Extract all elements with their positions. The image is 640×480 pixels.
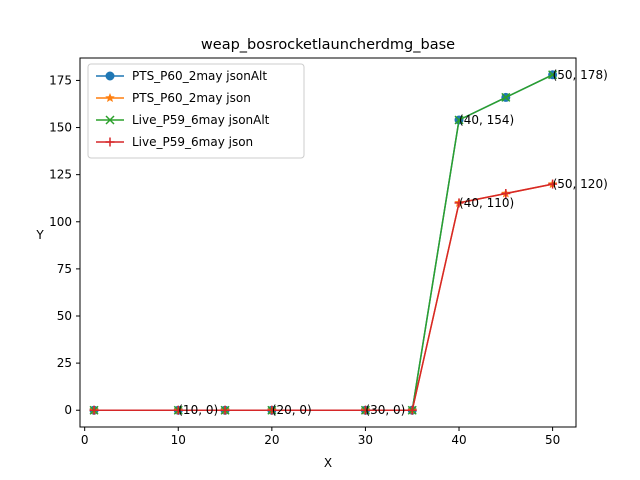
- data-label: (30, 0): [365, 403, 405, 417]
- legend-item: Live_P59_6may jsonAlt: [96, 113, 270, 127]
- data-point: [501, 92, 511, 102]
- plot-frame: [79, 57, 577, 428]
- y-tick-label: 25: [57, 356, 72, 370]
- annotation-layer: (10, 0) (20, 0) (30, 0) (40, 154) (50, 178) (…: [178, 68, 608, 417]
- x-tick-label: 0: [81, 433, 89, 447]
- legend-marker: [105, 71, 115, 81]
- legend: PTS_P60_2may jsonAlt PTS_P60_2may json Liv…: [87, 63, 305, 159]
- marker-stroke: [454, 115, 464, 125]
- series-4: [89, 179, 558, 415]
- series-line: [94, 183, 553, 411]
- y-tick-label: 175: [49, 73, 72, 87]
- chart-title: weap_bosrocketlauncherdmg_base: [201, 37, 455, 53]
- marker-stroke: [501, 92, 511, 102]
- legend-label: Live_P59_6may json: [132, 135, 253, 149]
- x-axis-label: X: [324, 456, 332, 470]
- x-axis-ticks: 0 10 20 30 40 50: [81, 427, 560, 447]
- series-line: [94, 183, 553, 411]
- data-point: [267, 405, 277, 415]
- data-point: [454, 115, 464, 125]
- y-tick-label: 0: [64, 403, 72, 417]
- data-point: [454, 198, 464, 208]
- data-label: (10, 0): [178, 403, 218, 417]
- legend-label: PTS_P60_2may jsonAlt: [132, 69, 267, 83]
- y-tick-label: 125: [49, 168, 72, 182]
- data-point: [548, 179, 558, 189]
- data-label: (20, 0): [272, 403, 312, 417]
- y-tick-label: 150: [49, 121, 72, 135]
- y-tick-label: 100: [49, 215, 72, 229]
- marker-stroke: [105, 115, 115, 125]
- data-label: (40, 154): [459, 113, 514, 127]
- legend-marker: [105, 137, 115, 147]
- data-point: [501, 189, 511, 199]
- data-label: (50, 178): [553, 68, 608, 82]
- x-tick-label: 10: [171, 433, 186, 447]
- data-point: [220, 405, 230, 415]
- legend-label: PTS_P60_2may json: [132, 91, 251, 105]
- x-tick-label: 20: [264, 433, 279, 447]
- data-point: [89, 405, 99, 415]
- x-tick-label: 50: [545, 433, 560, 447]
- data-point: [173, 405, 183, 415]
- legend-marker: [105, 92, 115, 103]
- marker-stroke: [548, 70, 558, 80]
- x-tick-label: 40: [451, 433, 466, 447]
- data-label: (50, 120): [553, 177, 608, 191]
- y-axis-ticks: 0 25 50 75 100 125 150 175: [49, 73, 80, 417]
- data-point: [548, 70, 558, 80]
- legend-marker: [105, 115, 115, 125]
- series-layer: [89, 70, 558, 415]
- data-point: [407, 405, 417, 415]
- legend-box: [87, 63, 305, 159]
- y-tick-label: 75: [57, 262, 72, 276]
- series-2: [89, 178, 558, 415]
- legend-item: Live_P59_6may json: [96, 135, 253, 149]
- x-tick-label: 30: [358, 433, 373, 447]
- legend-item: PTS_P60_2may json: [96, 91, 251, 105]
- y-tick-label: 50: [57, 309, 72, 323]
- y-axis-label: Y: [35, 228, 44, 242]
- data-point: [360, 405, 370, 415]
- legend-label: Live_P59_6may jsonAlt: [132, 113, 270, 127]
- legend-item: PTS_P60_2may jsonAlt: [96, 69, 267, 83]
- data-label: (40, 110): [459, 196, 514, 210]
